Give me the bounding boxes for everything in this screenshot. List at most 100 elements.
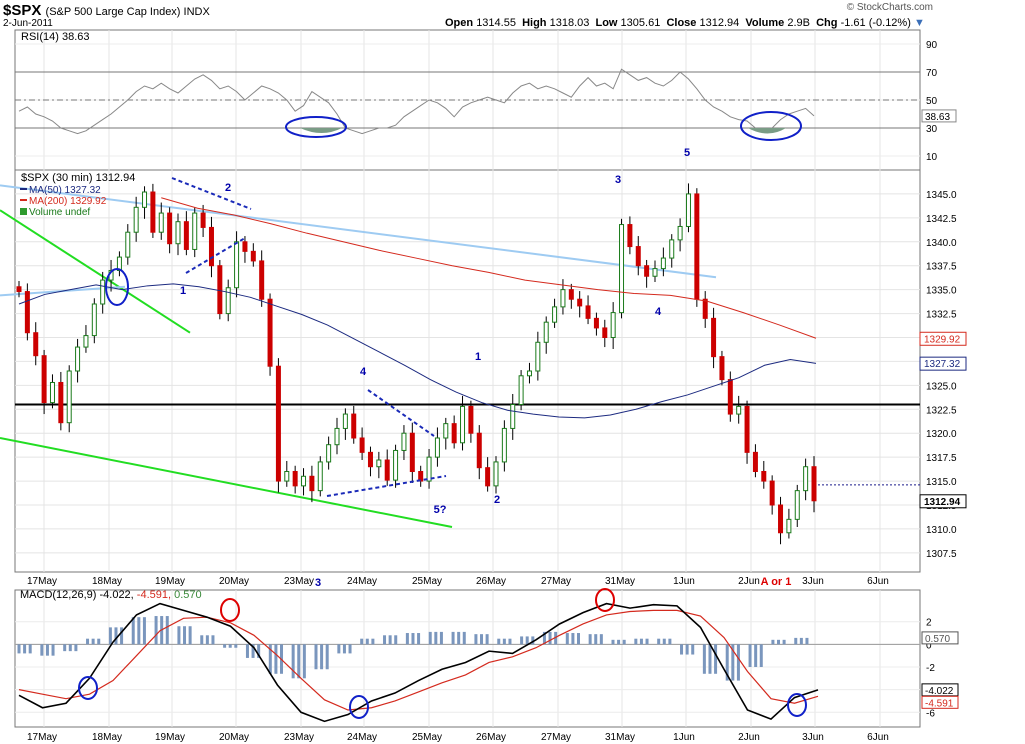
macd-hist-bar	[714, 644, 718, 674]
macd-date-label: 31May	[605, 732, 635, 743]
annot-ellipse	[285, 116, 347, 138]
symbol: $SPX	[3, 2, 42, 19]
annot-ellipse	[740, 111, 802, 141]
macd-hist-bar	[417, 633, 421, 645]
wave-label: 5?	[434, 504, 447, 516]
chg-label: Chg	[816, 17, 838, 29]
macd-hist-bar	[137, 617, 141, 645]
annot-dotted-line	[171, 177, 252, 210]
macd-hist-bar	[434, 631, 438, 645]
macd-hist-bar	[23, 644, 27, 654]
macd-hist-bar	[462, 631, 466, 645]
macd-signal-value: -4.591,	[137, 589, 174, 601]
price-tick-label: 1310.0	[926, 525, 957, 536]
quote-bar: Open 1314.55 High 1318.03 Low 1305.61 Cl…	[445, 17, 925, 29]
candle-body	[610, 312, 616, 339]
macd-hist-bar	[114, 627, 118, 645]
macd-hist-bar	[320, 644, 324, 670]
candle-body	[175, 221, 181, 245]
price-date-label: 18May	[92, 576, 122, 587]
low-label: Low	[595, 17, 618, 29]
candle-body	[83, 335, 89, 348]
macd-hist-bar	[588, 634, 592, 645]
macd-hist-bar	[622, 639, 626, 645]
candle-body	[208, 226, 214, 267]
macd-hist-bar	[297, 644, 301, 679]
dropdown-arrow-icon[interactable]: ▼	[913, 17, 925, 29]
macd-value: -4.022,	[99, 589, 136, 601]
candle-body	[334, 427, 340, 446]
macd-hist-bar	[165, 616, 169, 645]
candle-body	[100, 279, 106, 305]
candle-body	[493, 461, 499, 487]
candle-body	[384, 459, 390, 481]
candle-body	[526, 370, 532, 377]
candle-body	[234, 241, 240, 289]
wave-label: 2	[494, 494, 500, 506]
candle-body	[652, 268, 658, 277]
rsi-tick-label: 10	[926, 152, 938, 163]
macd-date-label: 19May	[155, 732, 185, 743]
macd-hist-bar	[314, 644, 318, 670]
brand-label[interactable]: © StockCharts.com	[846, 2, 933, 13]
wave-label: 4	[655, 306, 662, 318]
rsi-line	[18, 68, 815, 135]
candle-body	[669, 239, 675, 259]
macd-date-label: 17May	[27, 732, 57, 743]
macd-hist-bar	[405, 633, 409, 645]
wave-label: 5	[684, 147, 690, 159]
candle-body	[326, 444, 332, 463]
macd-hist-bar	[45, 644, 49, 656]
macd-hist-bar	[691, 644, 695, 655]
candle-body	[49, 381, 55, 404]
candle-body	[736, 405, 742, 415]
candle-body	[41, 355, 47, 404]
macd-hist-value: 0.570	[174, 589, 202, 601]
price-date-label: 31May	[605, 576, 635, 587]
volume-value: 2.9B	[787, 17, 810, 29]
macd-hist-bar	[428, 631, 432, 645]
price-last-box	[919, 331, 967, 346]
macd-tick-label: 0	[926, 640, 932, 651]
macd-date-label: 2Jun	[738, 732, 760, 743]
macd-hist-bar	[520, 636, 524, 645]
candle-body	[685, 193, 691, 227]
rsi-tick-label: 30	[926, 124, 938, 135]
price-date-label: 20May	[219, 576, 249, 587]
macd-hist-bar	[759, 644, 763, 667]
candle-body	[142, 191, 148, 208]
macd-hist-bar	[120, 627, 124, 645]
macd-hist-bar	[525, 636, 529, 645]
macd-date-label: 27May	[541, 732, 571, 743]
price-tick-label: 1340.0	[926, 238, 957, 249]
candle-body	[434, 437, 440, 458]
macd-hist-bar	[542, 631, 546, 645]
candle-body	[192, 212, 198, 250]
macd-hist-bar	[799, 637, 803, 645]
macd-hist-bar	[91, 638, 95, 645]
macd-hist-bar	[183, 626, 187, 645]
macd-hist-bar	[142, 617, 146, 645]
macd-last-label: -4.591	[925, 698, 954, 709]
legend-volume: Volume undef	[29, 207, 90, 218]
macd-hist-bar	[645, 638, 649, 645]
high-label: High	[522, 17, 547, 29]
macd-date-label: 26May	[476, 732, 506, 743]
candle-body	[24, 291, 30, 334]
candle-body	[468, 405, 474, 434]
macd-hist-bar	[302, 644, 306, 679]
macd-hist-bar	[223, 644, 227, 648]
candle-body	[66, 370, 72, 424]
candle-body	[367, 451, 373, 468]
macd-last-label: -4.022	[925, 686, 954, 697]
macd-hist-bar	[771, 639, 775, 645]
macd-hist-bar	[268, 644, 272, 674]
candle-body	[535, 341, 541, 372]
macd-hist-bar	[360, 638, 364, 645]
annot-ellipse	[78, 676, 98, 700]
macd-date-label: 18May	[92, 732, 122, 743]
rsi-tick-label: 50	[926, 96, 938, 107]
candle-body	[133, 206, 139, 233]
macd-hist-bar	[200, 635, 204, 645]
candle-body	[301, 475, 307, 487]
